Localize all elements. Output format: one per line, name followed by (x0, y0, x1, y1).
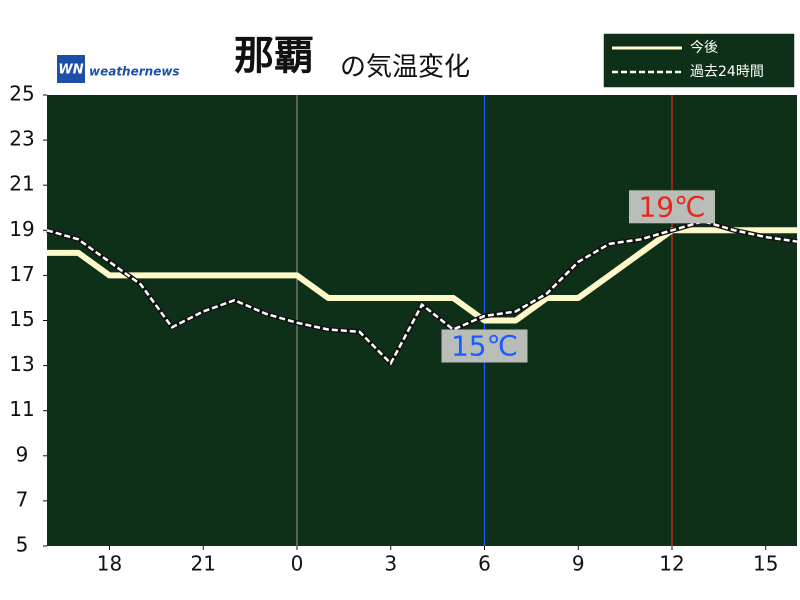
chart-title: 那覇 (234, 33, 314, 79)
x-tick-label: 18 (97, 552, 122, 576)
annotation-label: 19℃ (638, 190, 705, 223)
annotation-box (629, 190, 715, 224)
plot-area (47, 95, 797, 546)
y-tick-label: 11 (9, 397, 34, 421)
legend-label: 過去24時間 (690, 64, 764, 80)
y-tick-label: 13 (9, 352, 34, 376)
x-tick-label: 21 (191, 552, 216, 576)
logo-text: weathernews (89, 65, 180, 79)
y-tick-label: 17 (9, 262, 34, 286)
series-line (46, 219, 798, 366)
x-tick-label: 3 (384, 552, 397, 576)
x-tick-label: 9 (572, 552, 585, 576)
legend-label: 今後 (690, 40, 718, 56)
y-tick-label: 23 (9, 127, 34, 151)
annotation-label: 15℃ (451, 330, 518, 363)
x-tick-label: 6 (478, 552, 491, 576)
logo: WN weathernews (57, 55, 180, 83)
y-tick-label: 9 (16, 442, 29, 466)
x-tick-label: 15 (753, 552, 778, 576)
legend-box (602, 32, 796, 89)
y-tick-label: 25 (9, 82, 34, 106)
x-tick-label: 12 (659, 552, 684, 576)
y-tick-label: 7 (16, 487, 29, 511)
y-tick-label: 21 (9, 172, 34, 196)
x-tick-label: 0 (291, 552, 304, 576)
logo-mark: WN (58, 63, 83, 78)
y-tick-label: 19 (9, 217, 34, 241)
annotation-box (441, 329, 528, 363)
y-tick-label: 15 (9, 307, 34, 331)
logo-box (57, 55, 85, 83)
y-tick-label: 5 (16, 533, 29, 557)
chart-title-suffix: の気温変化 (340, 53, 470, 83)
